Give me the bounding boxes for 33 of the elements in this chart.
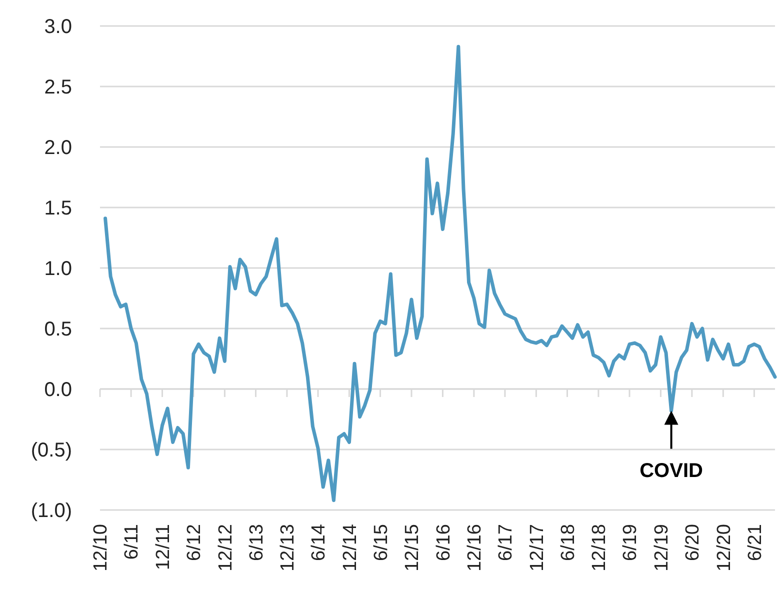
annotation: COVID bbox=[640, 460, 703, 482]
x-tick-label: 6/14 bbox=[308, 524, 330, 561]
x-tick-label: 12/16 bbox=[464, 524, 486, 572]
x-tick-label: 12/18 bbox=[589, 524, 610, 572]
x-tick-label: 12/11 bbox=[152, 524, 174, 570]
x-tick-label: 12/10 bbox=[90, 524, 112, 572]
x-tick-label: 6/13 bbox=[246, 524, 268, 561]
x-tick-label: 6/19 bbox=[620, 524, 642, 561]
x-tick-label: 12/17 bbox=[526, 524, 548, 572]
x-tick-label: 6/15 bbox=[370, 524, 392, 561]
x-tick-label: 6/16 bbox=[433, 524, 454, 561]
x-tick-label: 6/20 bbox=[682, 524, 704, 561]
y-tick-label: 0.0 bbox=[44, 379, 72, 401]
y-tick-label: 1.5 bbox=[44, 198, 72, 220]
y-tick-label: 0.5 bbox=[44, 318, 72, 340]
x-tick-label: 12/13 bbox=[278, 524, 299, 572]
x-tick-label: 6/11 bbox=[122, 524, 143, 560]
x-tick-label: 12/20 bbox=[714, 524, 735, 572]
y-tick-label: 1.0 bbox=[44, 258, 72, 280]
x-tick-label: 6/21 bbox=[744, 524, 766, 561]
y-tick-label: 3.0 bbox=[44, 16, 72, 38]
x-tick-label: 6/17 bbox=[496, 524, 517, 561]
y-tick-label: 2.5 bbox=[44, 76, 72, 98]
x-tick-label: 12/15 bbox=[402, 524, 424, 572]
x-tick-label: 6/18 bbox=[558, 524, 579, 561]
line-series bbox=[104, 44, 777, 502]
y-tick-label: (0.5) bbox=[30, 440, 72, 462]
y-tick-label: (1.0) bbox=[30, 500, 72, 522]
y-tick-label: 2.0 bbox=[44, 137, 72, 159]
x-tick-label: 6/12 bbox=[184, 524, 206, 561]
x-tick-label: 12/19 bbox=[651, 524, 672, 572]
x-tick-label: 12/14 bbox=[340, 524, 361, 572]
x-tick-label: 12/12 bbox=[215, 524, 236, 572]
